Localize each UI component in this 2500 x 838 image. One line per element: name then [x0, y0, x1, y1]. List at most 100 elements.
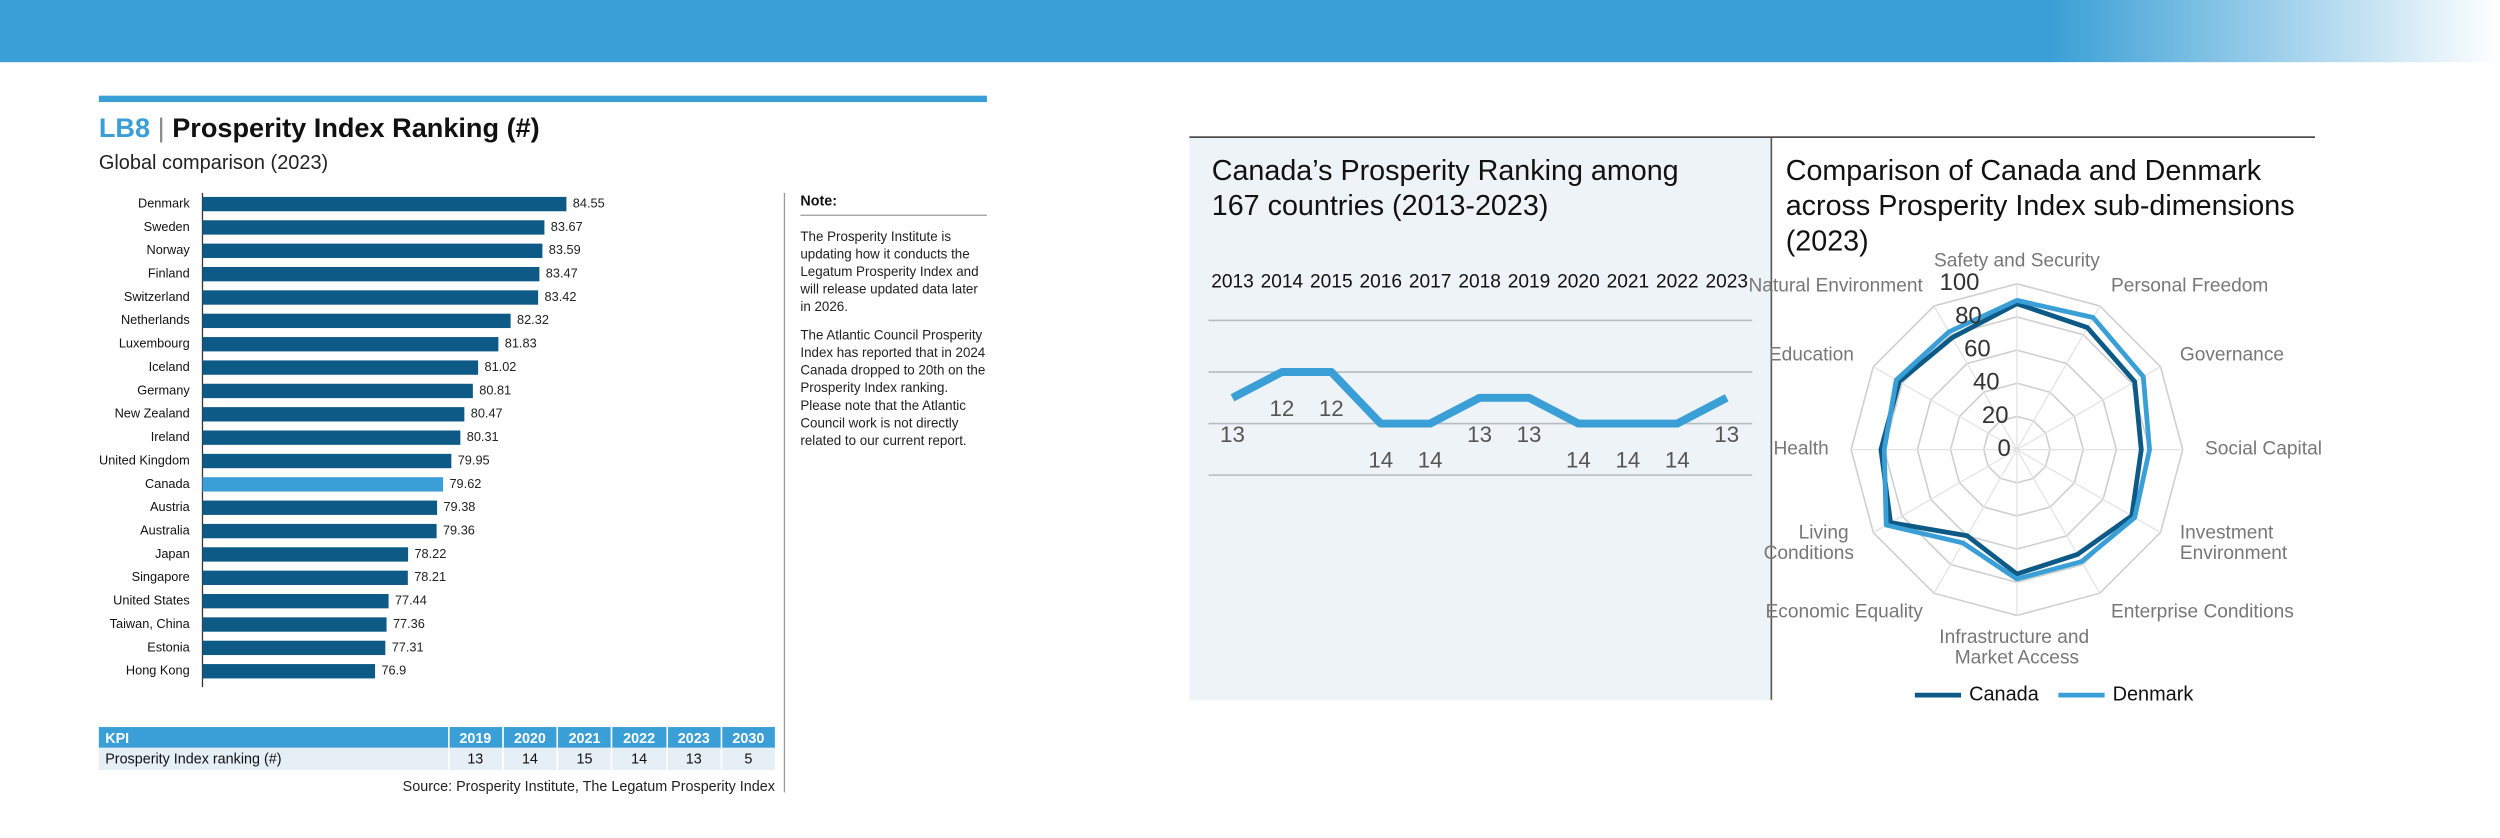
heading-code: LB8	[98, 113, 151, 144]
kpi-row: Prosperity Index ranking (#) 13 14 15 14…	[98, 747, 777, 771]
value-label: 14	[1665, 448, 1690, 473]
kpi-header: 2019	[448, 727, 504, 748]
value-label: 12	[1319, 396, 1344, 421]
bar-label: Taiwan, China	[110, 616, 191, 631]
kpi-cell: 15	[557, 747, 613, 771]
bar-label: Austria	[150, 499, 191, 514]
spoke	[2016, 305, 2101, 450]
bar	[202, 593, 389, 609]
subtitle: Global comparison (2023)	[98, 151, 329, 174]
value-label: 13	[1220, 422, 1245, 447]
note-paragraph: The Atlantic Council Prosperity Index ha…	[800, 326, 986, 449]
value-label: 77.36	[393, 616, 425, 631]
axis-label: Education	[1769, 345, 1854, 366]
bar	[202, 453, 452, 469]
kpi-header: 2021	[557, 727, 613, 748]
r-tick-label: 20	[1982, 402, 2009, 429]
value-label: 12	[1269, 396, 1294, 421]
value-label: 14	[1368, 448, 1393, 473]
kpi-header: 2020	[502, 727, 559, 748]
line-panel	[1189, 137, 1772, 700]
axis-label: Infrastructure and Market Access	[1939, 627, 2094, 669]
spoke	[1933, 449, 2018, 594]
bar	[202, 313, 511, 329]
radar-title: Comparison of Canada and Denmark across …	[1785, 154, 2295, 257]
axis-label: Natural Environment	[1748, 276, 1923, 297]
value-label: 80.31	[467, 429, 499, 444]
bar	[202, 220, 545, 235]
line	[1230, 368, 1729, 428]
bar-label: Hong Kong	[126, 663, 190, 678]
bar-label: Iceland	[149, 359, 190, 374]
bar	[202, 640, 386, 656]
bar-label: Norway	[147, 242, 191, 257]
value-label: 79.95	[458, 452, 490, 467]
kpi-header: 2022	[611, 727, 668, 748]
kpi-header-row: KPI 2019 2020 2021 2022 2023 2030	[98, 727, 777, 748]
bar	[202, 266, 540, 282]
value-label: 78.22	[414, 546, 446, 561]
bar	[202, 500, 438, 515]
x-tick-label: 2018	[1458, 271, 1501, 292]
axis-label: Enterprise Conditions	[2111, 602, 2294, 623]
heading-title: Prosperity Index Ranking (#)	[172, 113, 540, 144]
bar-label: Finland	[148, 266, 190, 281]
bar	[202, 617, 387, 632]
note-title: Note:	[800, 192, 838, 209]
bar-label: Canada	[145, 476, 191, 491]
kpi-cell: 5	[721, 747, 777, 771]
value-label: 77.31	[392, 639, 424, 654]
axis-label: Living Conditions	[1764, 522, 1854, 564]
r-tick-label: 60	[1964, 335, 1991, 362]
value-label: 13	[1714, 422, 1739, 447]
value-label: 79.62	[449, 476, 481, 491]
kpi-header: 2030	[721, 727, 777, 748]
axis-label: Health	[1773, 439, 1828, 460]
radar-series	[1878, 301, 2144, 577]
bar	[202, 477, 444, 492]
axis-label: Economic Equality	[1766, 602, 1924, 623]
bar-label: Estonia	[147, 639, 190, 654]
legend-label: Denmark	[2113, 683, 2194, 705]
bar-label: Singapore	[132, 569, 190, 584]
x-tick-label: 2020	[1557, 271, 1600, 292]
source: Source: Prosperity Institute, The Legatu…	[402, 778, 775, 795]
bar	[202, 243, 543, 258]
value-label: 84.55	[573, 195, 605, 210]
bar-label: Germany	[137, 382, 190, 397]
value-label: 77.44	[395, 593, 427, 608]
bar-label: United States	[113, 593, 190, 608]
kpi-header: 2023	[666, 727, 722, 748]
axis-label: Governance	[2180, 345, 2284, 366]
bar-label: Switzerland	[124, 289, 190, 304]
x-tick-label: 2017	[1409, 271, 1452, 292]
value-label: 83.47	[546, 266, 578, 281]
bar-label: New Zealand	[115, 406, 190, 421]
bar-label: Australia	[140, 522, 191, 537]
value-label: 78.21	[414, 569, 446, 584]
value-label: 79.38	[443, 499, 475, 514]
kpi-cell: 14	[502, 747, 559, 771]
bar	[202, 570, 408, 585]
kpi-cell: 13	[448, 747, 504, 771]
bar-label: Ireland	[151, 429, 190, 444]
kpi-cell: 14	[611, 747, 668, 771]
note-paragraph: The Prosperity Institute is updating how…	[800, 227, 979, 315]
x-tick-label: 2022	[1656, 271, 1699, 292]
r-tick-label: 80	[1955, 302, 1982, 329]
value-label: 13	[1517, 422, 1542, 447]
bar-label: Denmark	[138, 195, 190, 210]
value-label: 14	[1566, 448, 1591, 473]
kpi-cell: Prosperity Index ranking (#)	[98, 747, 449, 771]
kpi-table: KPI 2019 2020 2021 2022 2023 2030 Prospe…	[98, 727, 777, 771]
value-label: 83.42	[545, 289, 577, 304]
value-label: 81.02	[484, 359, 516, 374]
top-banner	[0, 0, 2500, 63]
value-label: 79.36	[443, 522, 475, 537]
bar	[202, 523, 437, 539]
x-tick-label: 2015	[1310, 271, 1353, 292]
bar	[202, 407, 465, 422]
kpi-header: KPI	[98, 727, 449, 748]
